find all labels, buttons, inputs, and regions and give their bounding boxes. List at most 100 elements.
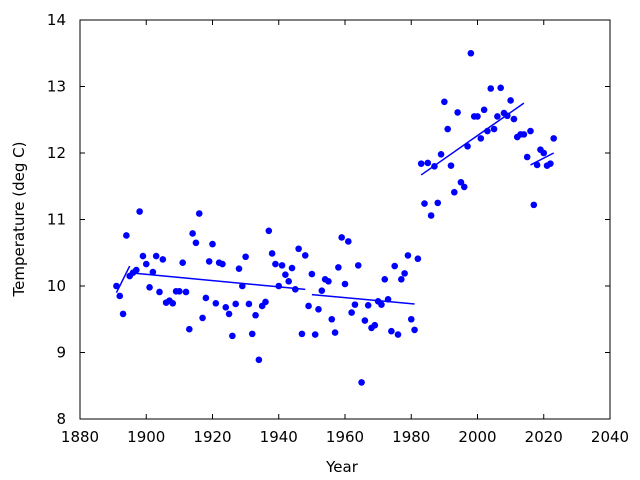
y-axis-tick-labels: 8 9 10 11 12 13 14 xyxy=(47,11,66,428)
data-point xyxy=(530,201,538,209)
data-point xyxy=(404,252,412,259)
data-point xyxy=(245,300,253,308)
data-points xyxy=(113,49,557,386)
data-point xyxy=(494,113,501,120)
trend-line-segment xyxy=(311,293,415,305)
data-point xyxy=(159,256,167,263)
data-point xyxy=(186,325,193,333)
data-point xyxy=(507,97,514,104)
data-point xyxy=(209,240,216,248)
data-point xyxy=(195,210,203,217)
data-point xyxy=(146,284,153,291)
data-point xyxy=(361,317,369,324)
data-point xyxy=(116,292,124,300)
x-axis-ticks xyxy=(79,20,611,419)
data-point xyxy=(364,301,372,309)
data-point xyxy=(301,252,309,259)
data-point xyxy=(378,301,385,308)
data-point xyxy=(477,135,485,142)
x-tick-label: 1980 xyxy=(392,428,430,446)
data-point xyxy=(229,332,236,340)
data-point xyxy=(318,287,326,294)
data-point xyxy=(424,159,432,167)
data-point xyxy=(484,127,491,135)
data-point xyxy=(467,49,475,57)
data-point xyxy=(255,356,263,364)
data-point xyxy=(308,270,316,278)
data-point xyxy=(252,311,259,319)
data-point xyxy=(113,282,120,290)
data-point xyxy=(460,183,468,191)
data-point xyxy=(550,135,557,142)
trend-line-segment xyxy=(530,152,555,166)
data-point xyxy=(222,303,230,311)
data-point xyxy=(275,282,283,290)
data-point xyxy=(497,84,504,92)
data-point xyxy=(189,230,196,237)
data-point xyxy=(437,151,445,158)
x-tick-label: 1920 xyxy=(193,428,231,446)
data-point xyxy=(152,252,160,260)
data-point xyxy=(464,143,471,150)
data-point xyxy=(219,260,226,268)
plot-area-frame xyxy=(79,19,611,420)
data-point xyxy=(487,85,495,92)
data-point xyxy=(421,200,428,207)
data-point xyxy=(179,259,186,267)
data-point xyxy=(242,253,249,261)
data-point xyxy=(239,282,246,290)
data-point xyxy=(480,106,488,114)
data-point xyxy=(348,309,355,316)
data-point xyxy=(547,160,554,167)
data-point xyxy=(401,270,408,277)
data-point xyxy=(434,199,442,207)
data-point xyxy=(182,288,190,296)
data-point xyxy=(262,298,269,306)
y-tick-label: 13 xyxy=(47,78,66,96)
data-point xyxy=(305,302,312,310)
x-axis-tick-labels: 1880 1900 1920 1940 1960 1980 2000 2020 … xyxy=(61,428,629,446)
data-point xyxy=(225,310,233,318)
y-axis-label: Temperature (deg C) xyxy=(10,141,28,297)
data-point xyxy=(199,314,206,322)
data-point xyxy=(411,326,418,334)
y-tick-label: 8 xyxy=(56,410,66,428)
x-tick-label: 1880 xyxy=(61,428,99,446)
data-point xyxy=(391,262,398,270)
data-point xyxy=(331,329,339,336)
data-point xyxy=(169,299,177,307)
data-point xyxy=(212,299,220,307)
data-point xyxy=(136,208,143,215)
data-point xyxy=(119,310,127,318)
data-point xyxy=(345,238,352,245)
trend-line-segment xyxy=(115,265,131,293)
data-point xyxy=(444,125,451,133)
data-point xyxy=(278,262,286,269)
data-point xyxy=(447,162,455,169)
data-point xyxy=(427,212,435,219)
data-point xyxy=(325,278,332,285)
data-point xyxy=(315,305,322,313)
y-tick-label: 14 xyxy=(47,11,66,29)
data-point xyxy=(149,268,157,276)
data-point xyxy=(417,160,425,167)
data-point xyxy=(451,188,458,196)
data-point xyxy=(384,296,392,303)
data-point xyxy=(388,327,395,335)
data-point xyxy=(268,250,276,257)
data-point xyxy=(311,331,319,338)
data-point xyxy=(139,252,147,260)
data-point xyxy=(474,113,481,120)
data-point xyxy=(490,125,498,133)
data-point xyxy=(142,260,150,268)
data-point xyxy=(523,153,531,161)
data-point xyxy=(510,115,518,123)
data-point xyxy=(205,258,213,265)
data-point xyxy=(265,227,273,235)
data-point xyxy=(504,112,511,120)
y-tick-label: 12 xyxy=(47,144,66,162)
data-point xyxy=(398,276,405,283)
x-tick-label: 2040 xyxy=(591,428,629,446)
y-tick-label: 10 xyxy=(47,277,66,295)
